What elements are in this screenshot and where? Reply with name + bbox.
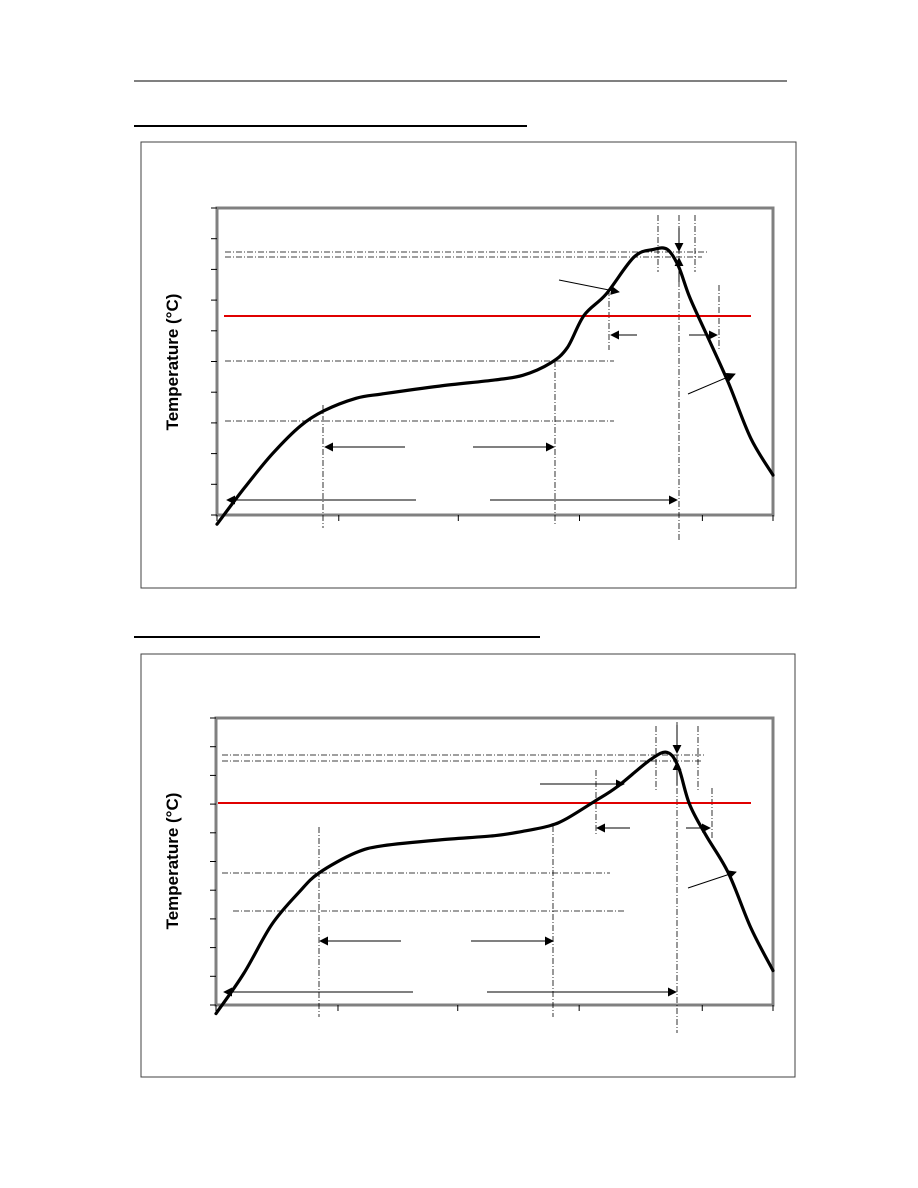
axis-ticks [211, 207, 774, 521]
guide-lines [225, 215, 720, 540]
chart-panel-frame [140, 653, 796, 1078]
reflow-profile-chart-2: Temperature (°C) [140, 653, 796, 1078]
guide-lines [222, 722, 713, 1033]
arrow-cooling-pointer [687, 373, 736, 395]
plot-area-border [215, 206, 775, 517]
y-axis-title: Temperature (°C) [163, 294, 182, 431]
reflow-profile-chart-1: Temperature (°C) [140, 141, 797, 589]
annotation-arrows [223, 725, 737, 997]
annotation-arrows [226, 228, 736, 505]
arrow-ramp-up-pointer [558, 279, 620, 295]
chart-panel-frame [140, 141, 797, 589]
axis-ticks [210, 717, 774, 1011]
arrow-cooling-pointer [687, 870, 737, 889]
y-axis-title: Temperature (°C) [163, 793, 182, 930]
temperature-profile-curve [215, 246, 775, 526]
temperature-profile-curve [214, 750, 775, 1016]
